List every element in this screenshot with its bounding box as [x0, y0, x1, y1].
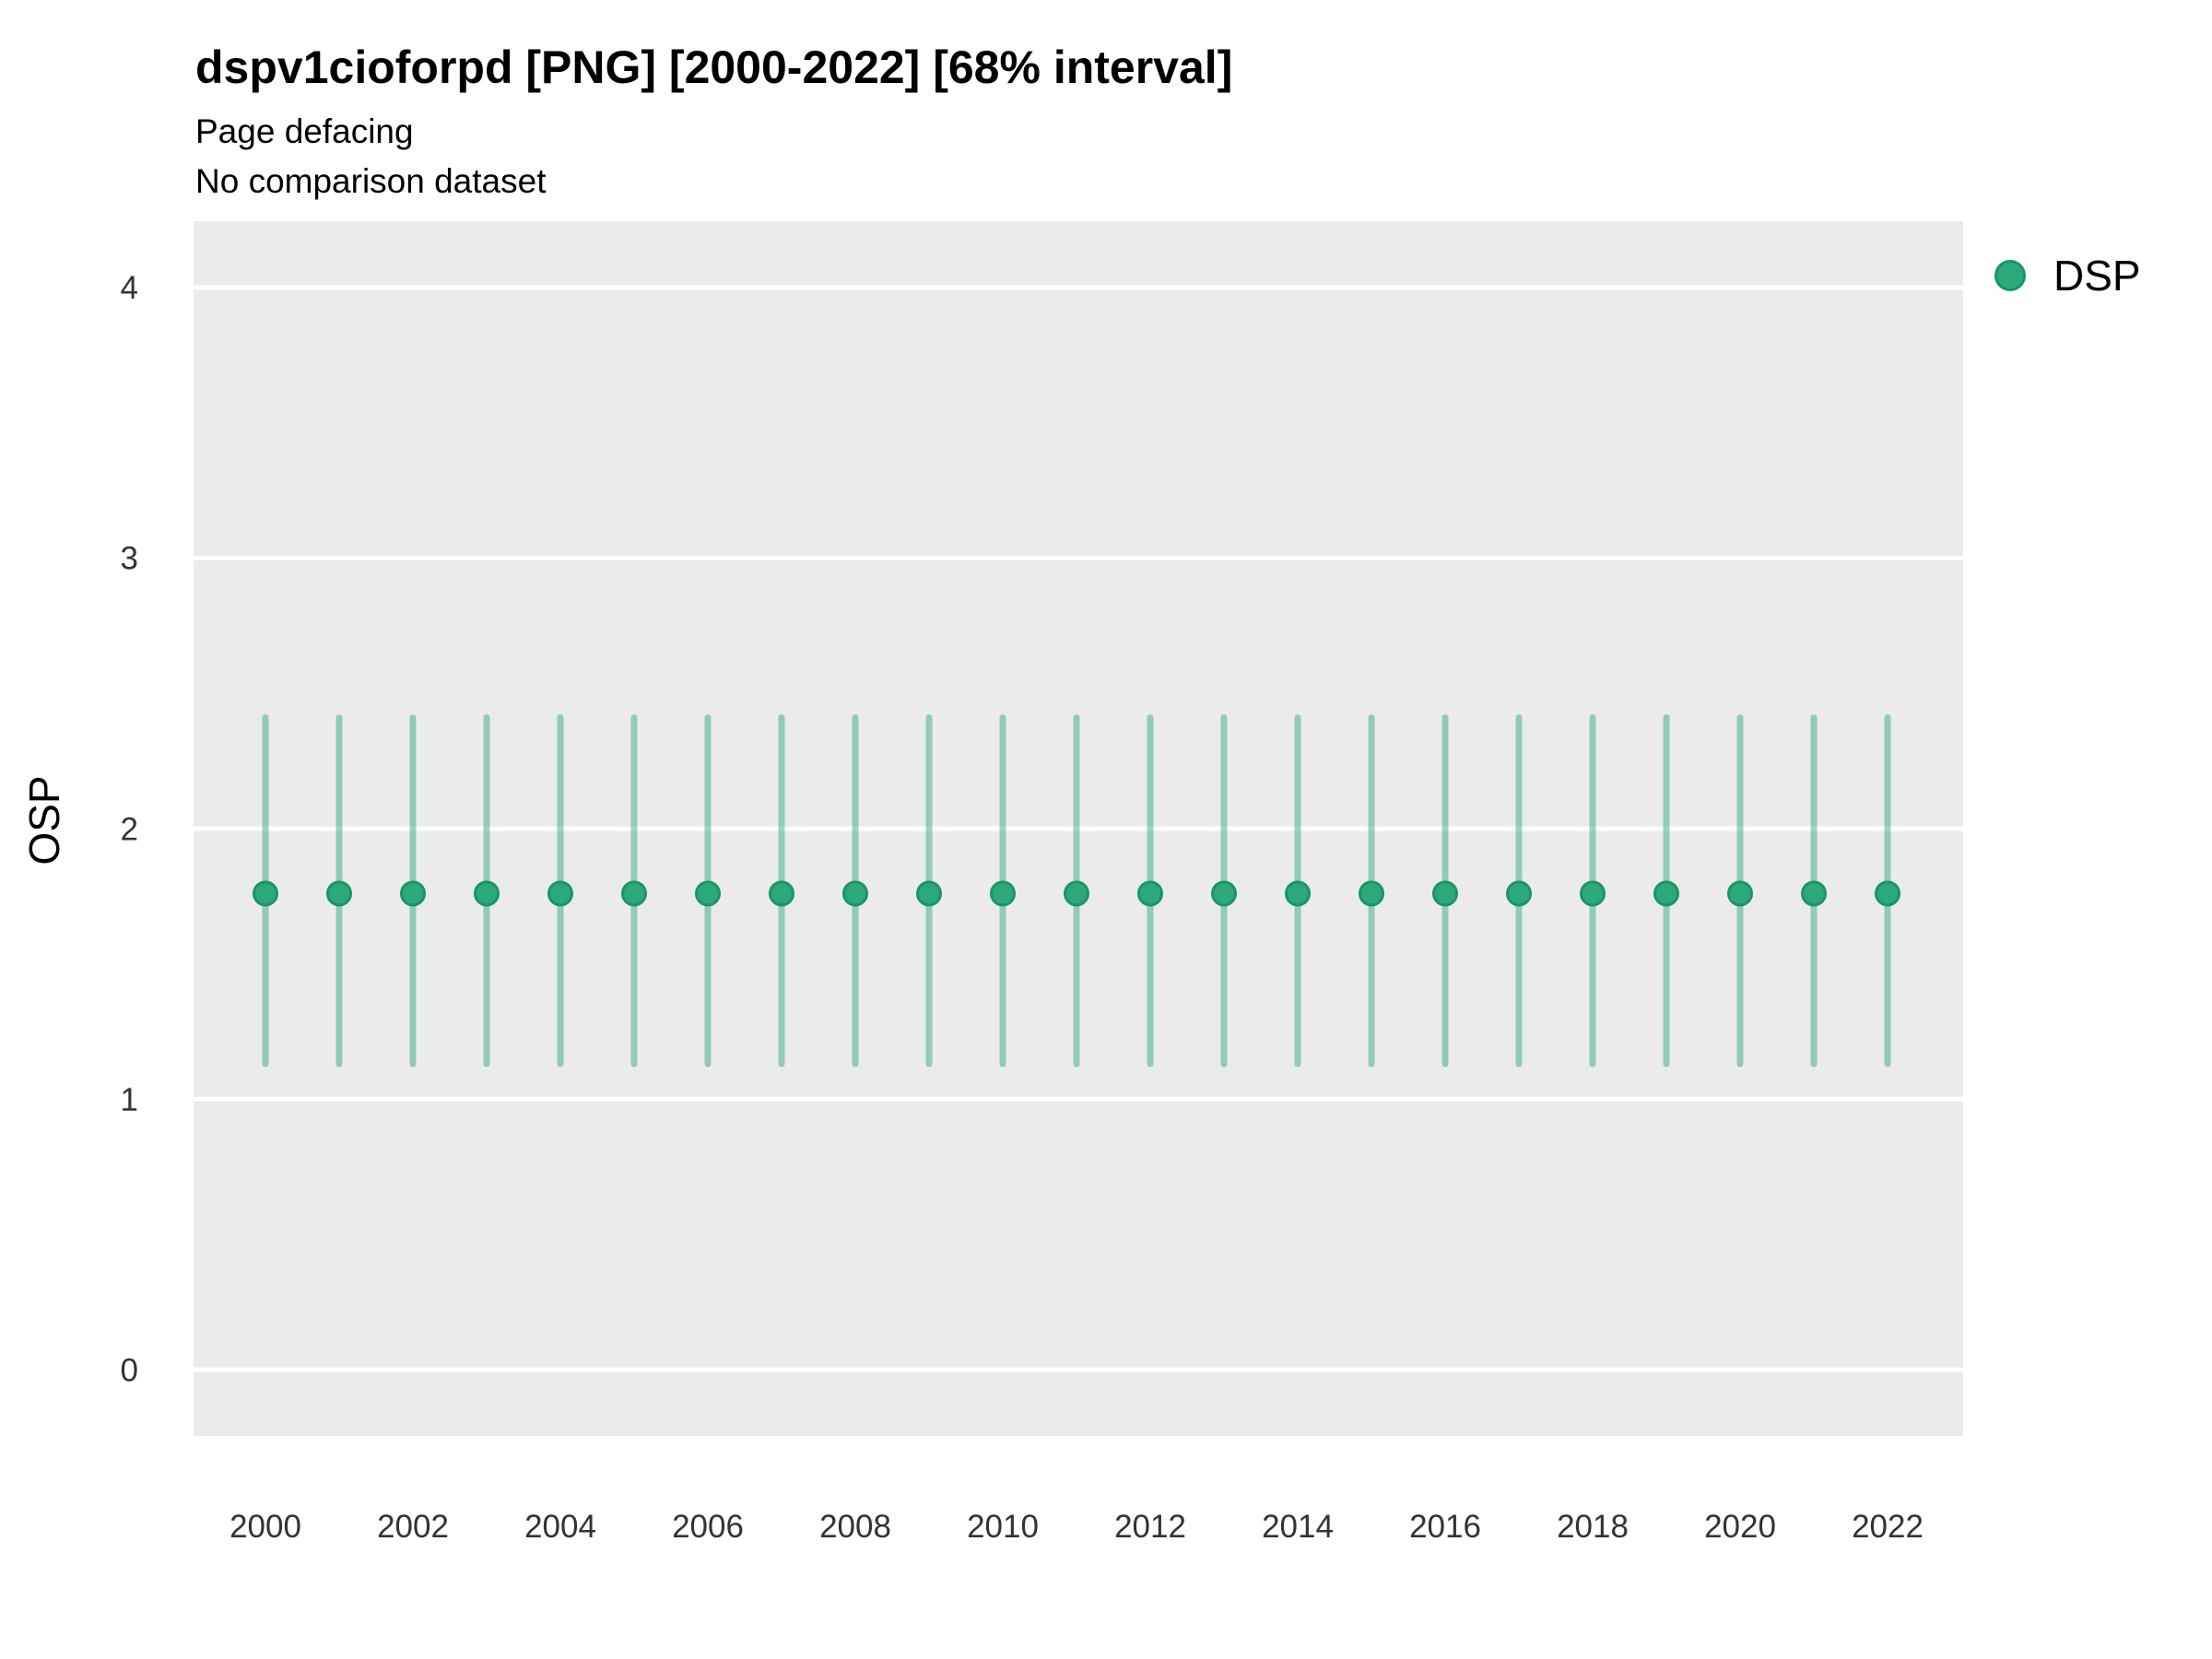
data-point: [547, 880, 573, 907]
data-point: [326, 880, 352, 907]
legend-point-icon: [1994, 260, 2026, 291]
data-point: [400, 880, 426, 907]
data-point: [1432, 880, 1458, 907]
data-point: [1285, 880, 1311, 907]
x-tick-label: 2018: [1557, 1509, 1629, 1545]
x-tick-label: 2010: [967, 1509, 1039, 1545]
data-point: [1580, 880, 1606, 907]
data-point: [916, 880, 942, 907]
y-tick-label: 0: [121, 1352, 138, 1388]
data-point: [1064, 880, 1089, 907]
data-point: [695, 880, 721, 907]
data-point: [1875, 880, 1900, 907]
y-tick-label: 2: [121, 811, 138, 847]
x-tick-label: 2022: [1852, 1509, 1924, 1545]
y-tick-label: 1: [121, 1082, 138, 1118]
data-point: [474, 880, 500, 907]
x-tick-label: 2016: [1409, 1509, 1481, 1545]
x-tick-label: 2020: [1704, 1509, 1776, 1545]
y-tick-label: 3: [121, 541, 138, 577]
data-point: [1801, 880, 1827, 907]
x-tick-label: 2002: [377, 1509, 449, 1545]
data-point: [1653, 880, 1679, 907]
data-point: [842, 880, 868, 907]
data-point: [1359, 880, 1384, 907]
data-point: [1506, 880, 1532, 907]
data-point: [1211, 880, 1237, 907]
data-point: [1137, 880, 1163, 907]
legend: DSP: [1994, 254, 2141, 297]
data-point: [621, 880, 647, 907]
x-tick-label: 2008: [819, 1509, 891, 1545]
x-tick-label: 2004: [524, 1509, 596, 1545]
x-tick-label: 2012: [1114, 1509, 1186, 1545]
x-tick-label: 2014: [1262, 1509, 1334, 1545]
chart-subtitle: Page defacing: [195, 112, 414, 150]
x-tick-label: 2006: [672, 1509, 744, 1545]
chart-subtitle-note: No comparison dataset: [195, 162, 547, 200]
data-point: [1727, 880, 1753, 907]
y-tick-label: 4: [121, 270, 138, 306]
x-tick-label: 2000: [229, 1509, 301, 1545]
data-point: [990, 880, 1016, 907]
data-point: [253, 880, 278, 907]
chart-title: dspv1cioforpd [PNG] [2000-2022] [68% int…: [195, 41, 1233, 93]
data-point: [769, 880, 794, 907]
legend-label-dsp: DSP: [2053, 252, 2141, 300]
